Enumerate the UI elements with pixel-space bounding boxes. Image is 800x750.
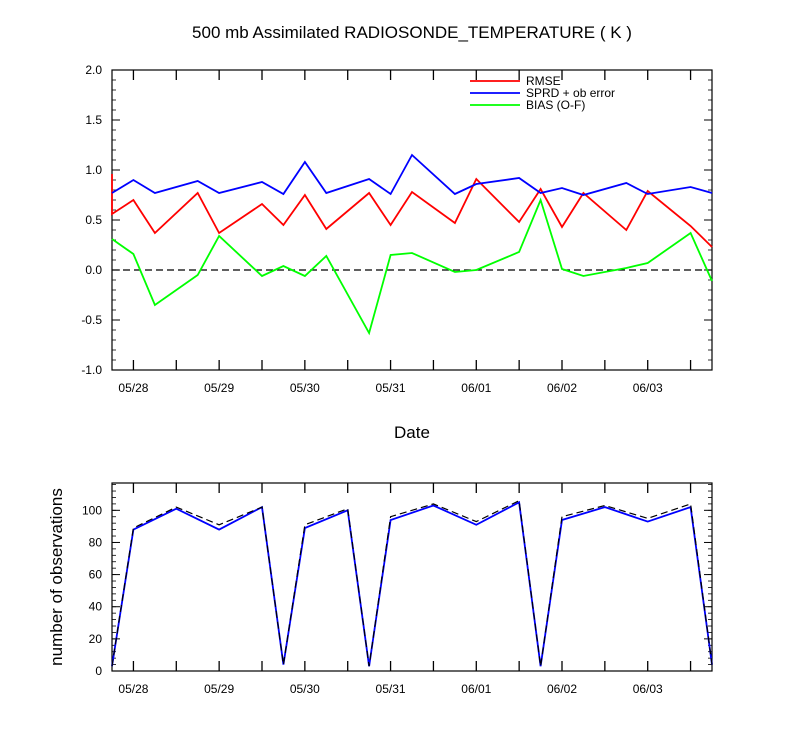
- x-tick-label: 06/03: [633, 682, 663, 696]
- top-x-axis-label: Date: [394, 423, 430, 442]
- y-tick-label: 0.0: [85, 263, 102, 277]
- y-tick-label: 0: [95, 664, 102, 678]
- x-tick-label: 05/29: [204, 682, 234, 696]
- x-tick-label: 06/01: [461, 682, 491, 696]
- y-tick-label: 20: [89, 632, 103, 646]
- bottom-panel: 0 20 40 60 80 100 05/28 05/29 05/30 05/31 06/01 06/…: [47, 482, 713, 696]
- top-plot-area: -1.0 -0.5 0.0 0.5 1.0 1.5 2.0 05/28 05/29 05/30 05…: [81, 63, 713, 395]
- y-tick-label: 60: [89, 568, 103, 582]
- series-line-1: [111, 153, 713, 196]
- x-tick-label: 05/28: [118, 381, 148, 395]
- x-tick-label: 06/03: [633, 381, 663, 395]
- y-tick-label: -1.0: [81, 363, 102, 377]
- y-tick-label: -0.5: [81, 313, 102, 327]
- x-tick-label: 06/01: [461, 381, 491, 395]
- y-tick-label: 1.5: [85, 113, 102, 127]
- series-line-0: [111, 174, 713, 248]
- plot-frame: [111, 69, 713, 371]
- top-panel: 500 mb Assimilated RADIOSONDE_TEMPERATUR…: [81, 23, 713, 442]
- x-tick-label: 05/31: [376, 381, 406, 395]
- x-tick-label: 05/29: [204, 381, 234, 395]
- x-tick-label: 06/02: [547, 682, 577, 696]
- series-line-0: [111, 500, 713, 667]
- legend-label-2: BIAS (O-F): [526, 98, 585, 112]
- series-line-1: [111, 499, 713, 667]
- plot-frame: [111, 482, 713, 672]
- y-tick-label: 0.5: [85, 213, 102, 227]
- y-tick-label: 1.0: [85, 163, 102, 177]
- legend-label-0: RMSE: [526, 74, 561, 88]
- bottom-y-axis-label: number of observations: [47, 488, 66, 666]
- x-tick-label: 05/31: [376, 682, 406, 696]
- x-tick-label: 06/02: [547, 381, 577, 395]
- y-tick-label: 2.0: [85, 63, 102, 77]
- y-tick-label: 80: [89, 535, 103, 549]
- y-tick-label: 100: [82, 503, 102, 517]
- legend-label-1: SPRD + ob error: [526, 86, 615, 100]
- x-tick-label: 05/30: [290, 381, 320, 395]
- x-tick-label: 05/30: [290, 682, 320, 696]
- series-line-2: [111, 197, 713, 336]
- top-chart-title: 500 mb Assimilated RADIOSONDE_TEMPERATUR…: [192, 23, 632, 42]
- x-tick-label: 05/28: [118, 682, 148, 696]
- y-tick-label: 40: [89, 600, 103, 614]
- bottom-plot-area: 0 20 40 60 80 100 05/28 05/29 05/30 05/31 06/01 06/…: [82, 482, 713, 696]
